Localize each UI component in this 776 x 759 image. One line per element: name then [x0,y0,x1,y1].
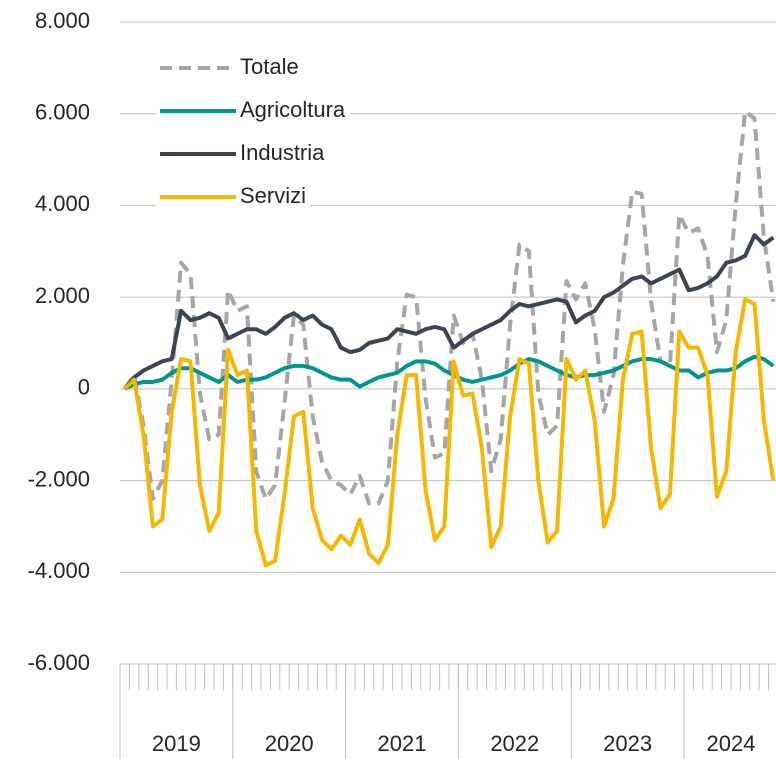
series-line [123,233,775,391]
legend-label: Agricoltura [240,97,346,122]
x-group-label: 2020 [265,731,314,756]
lines [123,109,776,568]
y-tick-label: 8.000 [35,8,90,33]
y-tick-label: -4.000 [28,558,90,583]
x-group-label: 2022 [490,731,539,756]
x-group-label: 2021 [378,731,427,756]
y-tick-label: 0 [78,375,90,400]
y-tick-label: 4.000 [35,191,90,216]
series-line [123,354,775,391]
y-tick-label: 6.000 [35,100,90,125]
legend-label: Servizi [240,183,306,208]
series-line [123,297,776,568]
y-tick-label: -2.000 [28,466,90,491]
grid: -6.000 -4.000 -2.000 0 2.000 4.000 6.000 8.000 2… [28,8,776,759]
legend-label: Industria [240,140,325,165]
x-group-label: 2023 [603,731,652,756]
legend-label: Totale [240,54,299,79]
x-group-label: 2024 [707,731,756,756]
y-tick-label: -6.000 [28,650,90,675]
legend: Totale Agricoltura Industria Servizi [156,49,350,212]
y-tick-label: 2.000 [35,283,90,308]
x-group-label: 2019 [152,731,201,756]
